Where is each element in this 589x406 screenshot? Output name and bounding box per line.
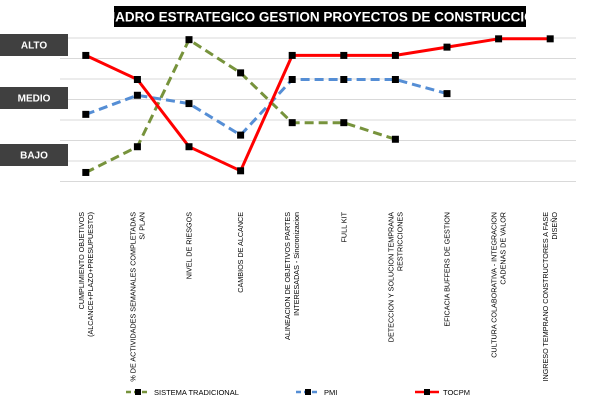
category-label-line: RESTRICCIONES bbox=[395, 212, 404, 271]
category-label-line: (ALCANCE+PLAZO+PRESUPUESTO) bbox=[86, 212, 95, 337]
category-label: EFICACIA BUFFERS DE GESTION bbox=[443, 212, 452, 327]
level-label-box bbox=[0, 87, 68, 109]
legend-label: PMI bbox=[324, 388, 337, 397]
series-line bbox=[85, 78, 448, 137]
level-label: ALTO bbox=[21, 41, 48, 52]
data-point bbox=[133, 143, 141, 151]
level-label-box bbox=[0, 144, 68, 166]
category-label-line: NIVEL DE RIESGOS bbox=[185, 212, 194, 279]
series-line bbox=[85, 37, 551, 173]
category-label: CULTURA COLABORATIVA - INTEGRACIONCADENA… bbox=[490, 212, 508, 358]
category-label-line: EFICACIA BUFFERS DE GESTION bbox=[443, 212, 452, 327]
legend-label: TOCPM bbox=[443, 388, 470, 397]
data-point bbox=[391, 76, 399, 83]
data-point bbox=[82, 168, 90, 176]
data-point bbox=[133, 91, 141, 99]
category-label: CUMPLIMIENTO OBJETIVOS(ALCANCE+PLAZO+PRE… bbox=[77, 212, 95, 337]
data-point bbox=[133, 76, 141, 83]
data-point bbox=[185, 36, 193, 44]
chart-title-box bbox=[114, 6, 526, 27]
category-label-line: CUMPLIMIENTO OBJETIVOS bbox=[77, 212, 86, 310]
category-label: INGRESO TEMPRANO CONSTRUCTORES A FASEDIS… bbox=[541, 212, 559, 382]
category-label: FULL KIT bbox=[339, 211, 348, 242]
category-label-line: DISEÑO bbox=[550, 212, 559, 240]
data-point bbox=[82, 110, 90, 118]
category-label: % DE ACTIVIDADES SEMANALES COMPLETADASS/… bbox=[128, 212, 146, 382]
category-label: NIVEL DE RIESGOS bbox=[185, 212, 194, 279]
legend: SISTEMA TRADICIONAL PMI TOCPM bbox=[126, 388, 470, 397]
data-point bbox=[391, 51, 399, 59]
data-point bbox=[443, 90, 451, 98]
category-label-line: INTERESADAS - Sincronizacion bbox=[292, 212, 301, 316]
category-label-line: CAMBIOS DE ALCANCE bbox=[236, 212, 245, 293]
level-label-box bbox=[0, 34, 68, 56]
legend-marker bbox=[305, 389, 311, 395]
series-lines bbox=[82, 35, 554, 176]
data-point bbox=[82, 51, 90, 59]
chart-title: CUADRO ESTRATEGICO GESTION PROYECTOS DE … bbox=[96, 10, 545, 25]
data-point bbox=[546, 35, 554, 43]
data-point bbox=[340, 51, 348, 59]
data-point bbox=[288, 119, 296, 127]
data-point bbox=[443, 43, 451, 51]
category-label: ALINEACION DE OBJETIVOS PARTESINTERESADA… bbox=[283, 212, 301, 340]
category-labels: CUMPLIMIENTO OBJETIVOS(ALCANCE+PLAZO+PRE… bbox=[77, 211, 559, 381]
legend-marker bbox=[135, 389, 141, 395]
category-label-line: DETECCION Y SOLUCION TEMPRANA bbox=[386, 212, 395, 342]
data-point bbox=[288, 76, 296, 83]
data-point bbox=[185, 100, 193, 108]
data-point bbox=[340, 119, 348, 127]
level-label: BAJO bbox=[20, 151, 48, 162]
category-label-line: INGRESO TEMPRANO CONSTRUCTORES A FASE bbox=[541, 212, 550, 382]
data-point bbox=[185, 143, 193, 151]
data-point bbox=[340, 76, 348, 83]
category-label-line: S/ PLAN bbox=[137, 212, 146, 240]
category-label-line: ALINEACION DE OBJETIVOS PARTES bbox=[283, 212, 292, 340]
category-label-line: CULTURA COLABORATIVA - INTEGRACION bbox=[490, 212, 499, 358]
category-label-line: % DE ACTIVIDADES SEMANALES COMPLETADAS bbox=[128, 212, 137, 382]
level-labels: ALTO MEDIO BAJO bbox=[0, 34, 68, 166]
category-label: CAMBIOS DE ALCANCE bbox=[236, 212, 245, 293]
legend-label: SISTEMA TRADICIONAL bbox=[154, 388, 239, 397]
category-label: DETECCION Y SOLUCION TEMPRANARESTRICCION… bbox=[386, 212, 404, 342]
data-point bbox=[495, 35, 503, 43]
data-point bbox=[237, 69, 245, 77]
data-point bbox=[288, 51, 296, 59]
legend-marker bbox=[424, 389, 430, 395]
data-point bbox=[237, 131, 245, 139]
category-label-line: FULL KIT bbox=[339, 211, 348, 242]
data-point bbox=[391, 135, 399, 143]
level-label: MEDIO bbox=[18, 94, 51, 105]
category-label-line: CADENAS DE VALOR bbox=[499, 212, 508, 285]
data-point bbox=[237, 167, 245, 175]
